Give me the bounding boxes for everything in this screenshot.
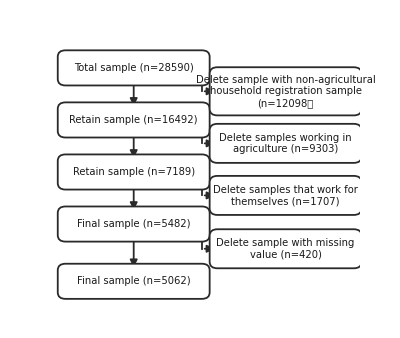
Text: Delete samples working in
agriculture (n=9303): Delete samples working in agriculture (n… — [219, 132, 352, 154]
Text: Retain sample (n=16492): Retain sample (n=16492) — [70, 115, 198, 125]
FancyBboxPatch shape — [58, 207, 210, 242]
FancyBboxPatch shape — [58, 50, 210, 86]
FancyBboxPatch shape — [210, 176, 362, 215]
Text: Delete sample with missing
value (n=420): Delete sample with missing value (n=420) — [216, 238, 355, 260]
Text: Retain sample (n=7189): Retain sample (n=7189) — [73, 167, 195, 177]
Text: Final sample (n=5482): Final sample (n=5482) — [77, 219, 190, 229]
Text: Total sample (n=28590): Total sample (n=28590) — [74, 63, 194, 73]
Text: Final sample (n=5062): Final sample (n=5062) — [77, 276, 190, 286]
Text: Delete samples that work for
themselves (n=1707): Delete samples that work for themselves … — [213, 185, 358, 206]
FancyBboxPatch shape — [210, 124, 362, 163]
FancyBboxPatch shape — [210, 67, 362, 115]
FancyBboxPatch shape — [210, 229, 362, 268]
Text: Delete sample with non-agricultural
household registration sample
(n=12098）: Delete sample with non-agricultural hous… — [196, 75, 376, 108]
FancyBboxPatch shape — [58, 102, 210, 138]
FancyBboxPatch shape — [58, 154, 210, 190]
FancyBboxPatch shape — [58, 264, 210, 299]
